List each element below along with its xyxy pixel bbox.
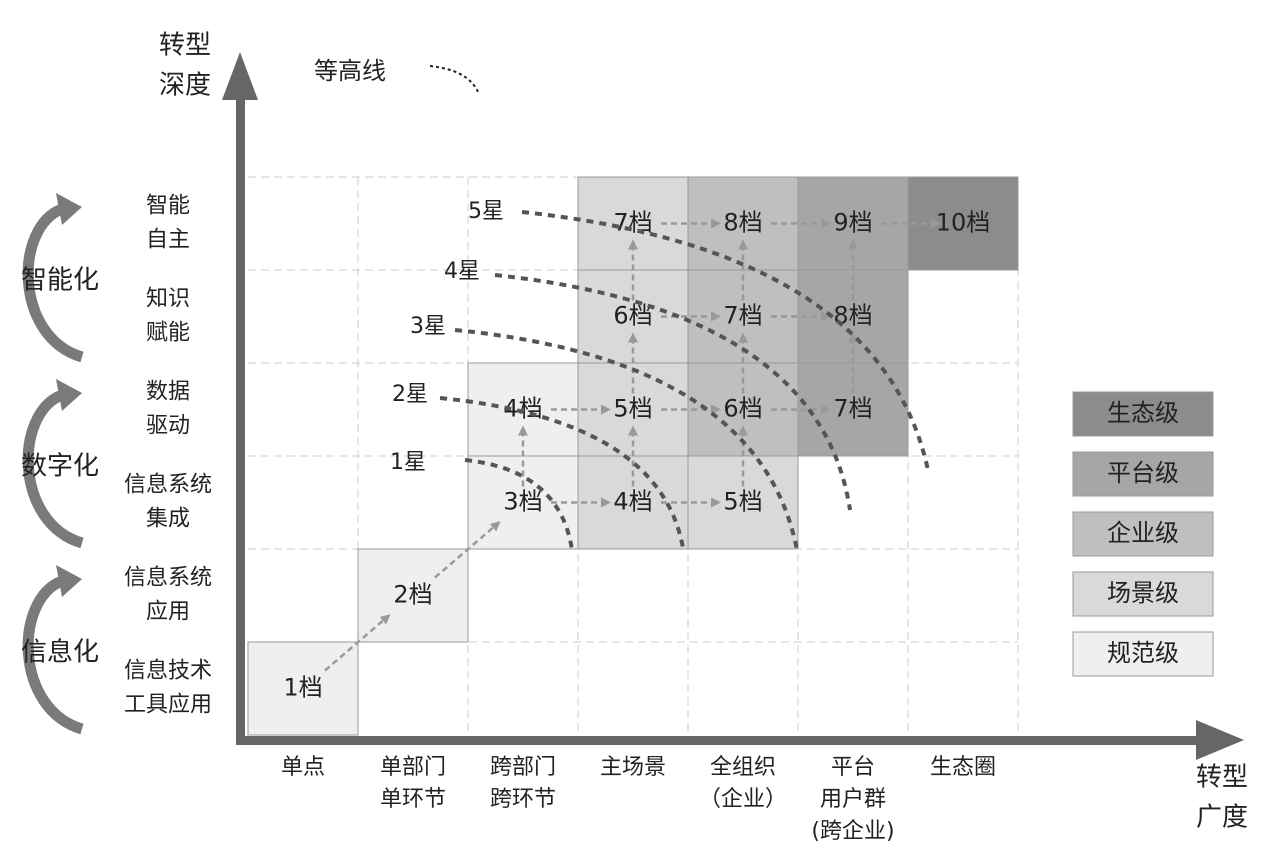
level-label: 8档	[723, 209, 762, 237]
x-category: 全组织	[710, 755, 776, 780]
phase-arrow-head	[56, 193, 82, 225]
y-level: 集成	[146, 507, 190, 532]
phase-label: 信息化	[21, 638, 99, 668]
contour	[494, 273, 852, 511]
y-level: 知识	[146, 287, 190, 312]
level-label: 7档	[613, 209, 652, 237]
level-label: 5档	[723, 488, 762, 516]
y-axis-head	[222, 52, 258, 100]
y-level: 信息系统	[124, 566, 212, 591]
level-cell	[247, 641, 359, 736]
contours	[439, 210, 930, 551]
axes	[222, 52, 1244, 760]
legend-label: 平台级	[1107, 459, 1179, 487]
level-label: 8档	[833, 302, 872, 330]
level-cell	[357, 548, 469, 643]
star-label: 5星	[468, 199, 504, 224]
phase-arrow	[22, 203, 84, 363]
x-category: 平台	[831, 755, 875, 780]
y-level: 工具应用	[124, 693, 212, 718]
progress-arrow	[434, 521, 501, 579]
star-label: 1星	[390, 450, 426, 475]
x-category: 主场景	[600, 755, 666, 780]
legend-swatch	[1072, 571, 1214, 617]
y-level: 应用	[146, 600, 190, 625]
star-label: 3星	[410, 314, 446, 339]
level-label: 5档	[613, 395, 652, 423]
x-axis-head	[1196, 720, 1244, 760]
level-label: 6档	[613, 302, 652, 330]
y-axis	[236, 80, 245, 744]
phase-arrow-head	[56, 565, 82, 597]
phase-arrow	[22, 575, 84, 735]
phase-label: 智能化	[21, 266, 99, 296]
level-label: 2档	[393, 581, 432, 609]
star-label: 4星	[444, 259, 480, 284]
legend-label: 规范级	[1107, 639, 1179, 667]
arrows	[324, 218, 941, 672]
legend-swatch	[1072, 631, 1214, 677]
contour-legend-sample	[429, 65, 479, 93]
x-category: （企业）	[699, 787, 787, 812]
level-label: 10档	[936, 209, 991, 237]
x-category: 生态圈	[930, 755, 996, 780]
level-label: 7档	[833, 395, 872, 423]
x-category: 单环节	[380, 787, 446, 812]
progress-arrow	[324, 614, 391, 672]
y-level: 赋能	[146, 321, 190, 346]
x-axis	[236, 736, 1206, 745]
contour	[439, 396, 685, 549]
y-axis-title: 深度	[159, 71, 211, 101]
phase-label: 数字化	[21, 452, 99, 482]
x-category: 跨部门	[490, 755, 556, 780]
phase-arrow	[22, 389, 84, 549]
level-label: 6档	[723, 395, 762, 423]
contour	[454, 328, 799, 551]
star-label: 2星	[392, 382, 428, 407]
contour	[521, 210, 930, 471]
legend-swatch	[1072, 451, 1214, 497]
level-label: 1档	[283, 674, 322, 702]
x-category: 用户群	[820, 787, 886, 812]
legend-label: 企业级	[1107, 519, 1179, 547]
level-label: 4档	[613, 488, 652, 516]
level-label: 9档	[833, 209, 872, 237]
y-level: 驱动	[146, 414, 190, 439]
x-category: (跨企业)	[811, 819, 894, 844]
legend-swatch	[1072, 391, 1214, 437]
legend-swatch	[1072, 511, 1214, 557]
y-level: 信息系统	[124, 473, 212, 498]
y-level: 智能	[146, 194, 190, 219]
phase-arrow-head	[56, 379, 82, 411]
y-axis-title: 转型	[159, 31, 211, 61]
x-category: 跨环节	[490, 787, 556, 812]
y-level: 自主	[146, 228, 190, 253]
contour	[464, 458, 574, 551]
legend-label: 生态级	[1107, 399, 1179, 427]
level-label: 3档	[503, 488, 542, 516]
level-label: 7档	[723, 302, 762, 330]
x-axis-title: 转型	[1196, 763, 1248, 793]
legend-label: 场景级	[1107, 579, 1179, 607]
contour-legend: 等高线	[314, 57, 386, 85]
y-level: 数据	[146, 380, 190, 405]
x-axis-title: 广度	[1196, 803, 1248, 833]
y-level: 信息技术	[124, 659, 212, 684]
x-category: 单点	[281, 755, 325, 780]
x-category: 单部门	[380, 755, 446, 780]
